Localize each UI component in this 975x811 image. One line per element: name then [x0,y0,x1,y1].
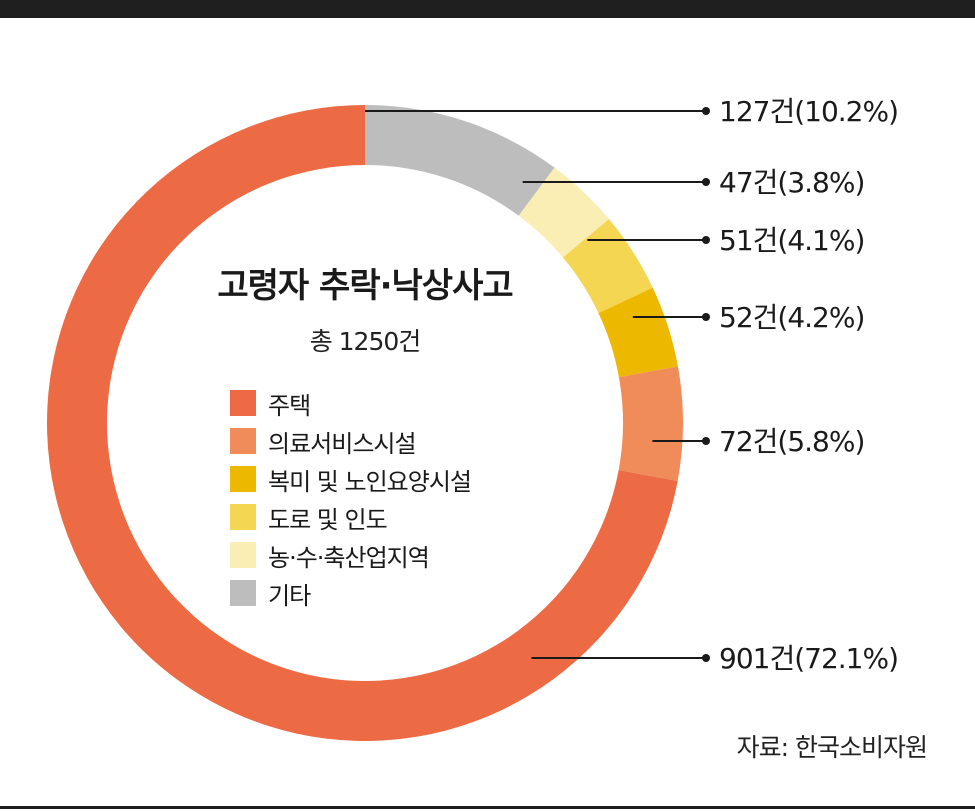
bottom-border-line [0,806,975,809]
legend-label: 농·수·축산업지역 [268,543,430,572]
legend-label: 복미 및 노인요양시설 [268,467,472,496]
donut-slice [598,287,678,378]
leader-dot [702,236,710,244]
chart-subtitle: 총 1250건 [309,327,422,356]
leader-dot [702,313,710,321]
data-label: 47건(3.8%) [719,166,864,199]
legend-label: 의료서비스시설 [268,429,417,458]
legend-swatch [230,466,256,492]
data-label: 72건(5.8%) [719,425,864,458]
donut-slice [562,219,653,314]
data-label: 51건(4.1%) [719,224,864,257]
legend-swatch [230,580,256,606]
source-note: 자료: 한국소비자원 [736,733,928,762]
legend-swatch [230,504,256,530]
leader-dot [702,654,710,662]
data-label: 52건(4.2%) [719,301,864,334]
donut-slice [518,167,610,258]
legend-swatch [230,390,256,416]
donut-slice [618,366,683,482]
leader-dot [702,107,710,115]
data-label: 901건(72.1%) [719,642,898,675]
legend-label: 도로 및 인도 [268,505,388,534]
donut-slice [365,105,555,216]
legend: 주택 의료서비스시설 복미 및 노인요양시설 도로 및 인도 농·수·축산업지역… [230,384,472,612]
top-border-bar [0,0,975,18]
legend-item: 의료서비스시설 [230,422,471,460]
legend-item: 기타 [230,574,471,612]
legend-item: 주택 [230,384,471,422]
leader-dot [702,437,710,445]
chart-title: 고령자 추락·낙상사고 [217,266,513,306]
data-label: 127건(10.2%) [719,95,898,128]
legend-label: 주택 [268,391,311,420]
legend-swatch [230,428,256,454]
leader-dot [702,178,710,186]
legend-item: 복미 및 노인요양시설 [230,460,472,498]
legend-swatch [230,542,256,568]
legend-label: 기타 [268,581,311,610]
legend-item: 농·수·축산업지역 [230,536,471,574]
legend-item: 도로 및 인도 [230,498,471,536]
